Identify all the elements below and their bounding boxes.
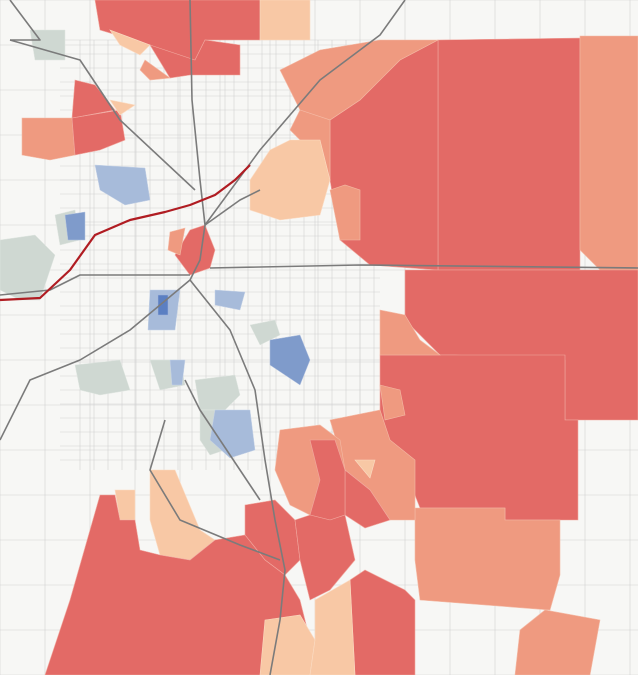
gray-tract-b[interactable] <box>0 234 56 301</box>
northwest-road <box>9 0 41 41</box>
east-plains-tract[interactable] <box>437 37 581 271</box>
northwest-tract-c[interactable] <box>71 79 116 119</box>
northwest-tract-a[interactable] <box>21 117 76 161</box>
blue-tract-b[interactable] <box>64 211 86 241</box>
downtown-edge-tract[interactable] <box>167 227 186 256</box>
north-tract-e[interactable] <box>109 29 151 56</box>
southeast-edge-tract[interactable] <box>414 507 561 611</box>
blue-tract-g[interactable] <box>209 409 256 459</box>
south-tract-i[interactable] <box>309 579 356 675</box>
us-36 <box>9 39 196 191</box>
i225-link <box>204 189 261 226</box>
blue-tract-h[interactable] <box>169 359 186 386</box>
south-tract-h[interactable] <box>349 569 416 675</box>
south-tip-tract[interactable] <box>514 609 601 675</box>
north-tract-d[interactable] <box>139 59 171 81</box>
far-east-tract[interactable] <box>579 35 638 271</box>
northwest-tract-d[interactable] <box>109 99 136 116</box>
southeast-cluster-c[interactable] <box>354 459 376 479</box>
highway-6 <box>0 279 191 441</box>
c470 <box>149 419 281 561</box>
commerce-city-tract[interactable] <box>249 139 331 221</box>
north-tract-b[interactable] <box>259 0 311 41</box>
blue-tract-e[interactable] <box>214 289 246 311</box>
northwest-tract-b[interactable] <box>71 109 126 156</box>
gray-tract-f[interactable] <box>249 319 281 346</box>
highlighted-route <box>0 164 251 302</box>
southeast-cluster-d[interactable] <box>379 384 406 421</box>
montbello-tract[interactable] <box>329 184 361 241</box>
interstate-225 <box>184 379 261 501</box>
interstate-70-west <box>0 274 190 296</box>
gray-tract-c[interactable] <box>74 359 131 396</box>
south-tract-d[interactable] <box>294 514 356 601</box>
gray-tract-d[interactable] <box>194 374 241 411</box>
north-tract-c[interactable] <box>149 39 241 79</box>
southwest-large-tract[interactable] <box>44 494 311 675</box>
blue-tract-a[interactable] <box>94 164 151 206</box>
blue-tract-f[interactable] <box>269 334 311 386</box>
interstate-25-north <box>189 0 206 281</box>
east-gap-tract[interactable] <box>379 309 441 356</box>
interstate-70-east <box>209 264 638 269</box>
interstate-76 <box>204 0 406 226</box>
interstate-25-south <box>189 279 286 675</box>
